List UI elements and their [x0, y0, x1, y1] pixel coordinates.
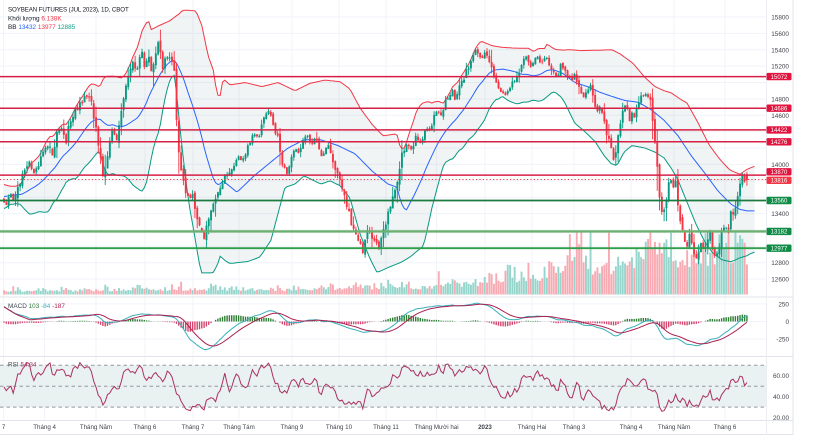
svg-text:0: 0: [785, 319, 789, 326]
svg-text:Tháng Tám: Tháng Tám: [223, 424, 255, 431]
svg-text:14800: 14800: [771, 96, 789, 103]
svg-text:14000: 14000: [771, 162, 789, 169]
svg-text:Tháng Mười hai: Tháng Mười hai: [415, 424, 459, 431]
svg-text:14600: 14600: [771, 113, 789, 120]
svg-text:15200: 15200: [771, 64, 789, 71]
svg-text:BB 13432 13977 12885: BB 13432 13977 12885: [8, 24, 76, 31]
svg-text:15400: 15400: [771, 47, 789, 54]
svg-text:Tháng Năm: Tháng Năm: [80, 424, 112, 431]
svg-text:Tháng Hai: Tháng Hai: [518, 424, 547, 431]
svg-text:Tháng 4: Tháng 4: [33, 424, 56, 431]
svg-text:Tháng 7: Tháng 7: [182, 424, 205, 431]
svg-text:12600: 12600: [771, 277, 789, 284]
svg-text:7: 7: [2, 424, 6, 431]
svg-text:Tháng 9: Tháng 9: [281, 424, 304, 431]
svg-text:Tháng 4: Tháng 4: [620, 424, 643, 431]
svg-text:14276: 14276: [771, 140, 788, 146]
svg-text:Tháng 11: Tháng 11: [373, 424, 399, 431]
svg-text:250: 250: [778, 301, 789, 308]
svg-text:2023: 2023: [478, 424, 492, 431]
svg-text:15600: 15600: [771, 31, 789, 38]
svg-text:13870: 13870: [771, 170, 788, 176]
svg-text:13816: 13816: [771, 179, 788, 185]
svg-text:60.00: 60.00: [773, 373, 789, 380]
svg-text:SOYBEAN FUTURES (JUL 2023), 1D: SOYBEAN FUTURES (JUL 2023), 1D, CBOT: [8, 6, 129, 13]
svg-text:Tháng Năm: Tháng Năm: [658, 424, 690, 431]
svg-text:14686: 14686: [771, 106, 788, 112]
svg-text:20.00: 20.00: [773, 415, 789, 422]
svg-text:13400: 13400: [771, 211, 789, 218]
svg-text:12800: 12800: [771, 260, 789, 267]
svg-text:Tháng 6: Tháng 6: [714, 424, 737, 431]
svg-text:-250: -250: [776, 337, 789, 344]
svg-text:Khối lượng 6.138K: Khối lượng 6.138K: [8, 14, 62, 23]
svg-text:MACD 103 -84 -187: MACD 103 -84 -187: [8, 303, 65, 310]
svg-text:Tháng 10: Tháng 10: [326, 424, 353, 431]
svg-text:13560: 13560: [771, 199, 788, 205]
svg-text:15800: 15800: [771, 15, 789, 22]
svg-text:Tháng 3: Tháng 3: [563, 424, 586, 431]
svg-text:15072: 15072: [771, 75, 788, 81]
svg-text:40.00: 40.00: [773, 394, 789, 401]
svg-text:RSI 54.34: RSI 54.34: [8, 362, 37, 369]
svg-text:12977: 12977: [771, 246, 788, 252]
svg-text:13182: 13182: [771, 230, 788, 236]
svg-text:Tháng 6: Tháng 6: [134, 424, 157, 431]
svg-text:14422: 14422: [771, 128, 788, 134]
